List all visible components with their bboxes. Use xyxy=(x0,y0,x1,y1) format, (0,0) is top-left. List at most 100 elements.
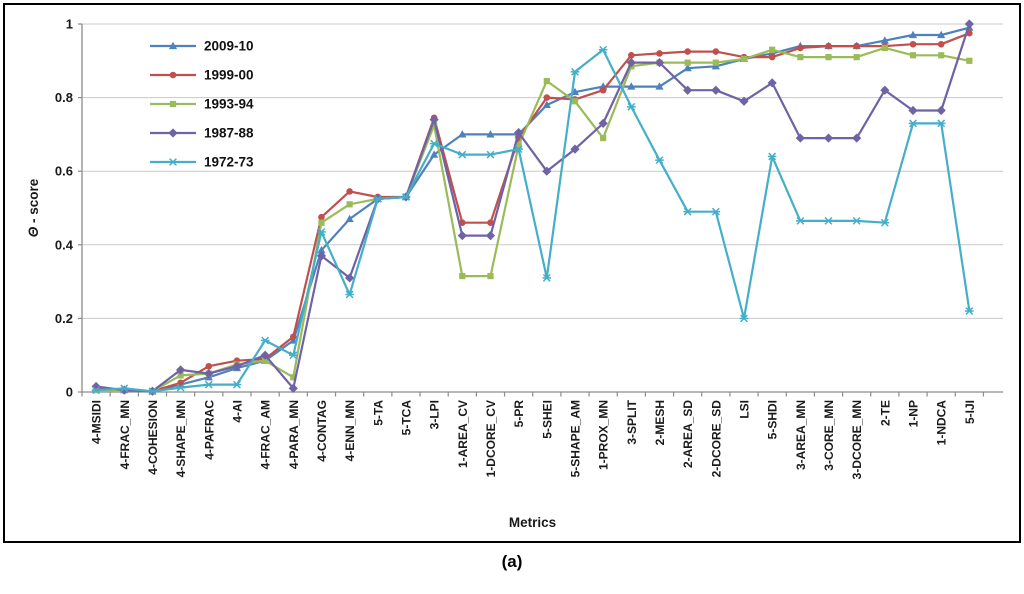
x-tick-label: 5-SHDI xyxy=(766,400,780,439)
x-tick-label: 1-NP xyxy=(907,400,921,427)
point-1993-94-3-LPI xyxy=(431,122,438,129)
series-line-1972-73 xyxy=(96,48,971,393)
point-1999-00-5-SHEI xyxy=(543,94,551,101)
legend-marker-1999-00 xyxy=(169,71,177,79)
x-tick-label: 3-CORE_MN xyxy=(822,400,836,471)
x-tick-label: 5-SHEI xyxy=(540,400,554,439)
point-1993-94-1-NDCA xyxy=(938,52,945,59)
point-1999-00-3-CORE_MN xyxy=(825,42,832,50)
point-1999-00-2-DCORE_SD xyxy=(712,48,720,55)
point-1987-88-5-PR xyxy=(514,127,524,138)
point-1987-88-5-SHEI xyxy=(542,166,552,176)
point-1993-94-4-CONTAG xyxy=(318,219,325,226)
legend-label-2009-10: 2009-10 xyxy=(204,39,254,54)
x-tick-label: 4-SHAPE_MN xyxy=(174,400,188,477)
figure-caption: (a) xyxy=(501,552,523,571)
y-tick-label: 0.6 xyxy=(55,164,73,179)
point-1987-88-4-PARA_MN xyxy=(288,383,298,393)
x-tick-label: 4-CONTAG xyxy=(315,400,329,462)
point-2009-10-1-NDCA xyxy=(937,30,946,39)
point-1987-88-1-NDCA xyxy=(936,105,946,116)
x-tick-label: 4-COHESION xyxy=(146,400,160,475)
x-tick-label: 5-TA xyxy=(371,400,385,426)
point-1987-88-3-DCORE_MN xyxy=(852,133,862,143)
point-1987-88-2-MESH xyxy=(654,58,665,68)
point-1993-94-4-PARA_MN xyxy=(290,374,297,381)
y-tick-label: 0.4 xyxy=(55,237,74,252)
point-2009-10-2-AREA_SD xyxy=(683,63,692,72)
point-1987-88-5-SHDI xyxy=(767,78,777,88)
y-tick-label: 0.8 xyxy=(55,90,73,105)
point-2009-10-3-LPI xyxy=(430,150,439,158)
x-tick-label: 2-AREA_SD xyxy=(681,400,695,468)
point-1999-00-4-PARA_MN xyxy=(289,333,297,341)
point-1993-94-1-DCORE_CV xyxy=(487,272,494,280)
point-1993-94-3-DCORE_MN xyxy=(853,54,860,61)
point-1999-00-1-DCORE_CV xyxy=(487,219,494,227)
point-2009-10-1-AREA_CV xyxy=(458,130,467,138)
point-1993-94-2-DCORE_SD xyxy=(712,59,719,66)
point-1987-88-5-IJI xyxy=(964,19,974,29)
x-tick-label: LSI xyxy=(737,400,751,419)
x-tick-label: 3-AREA_MN xyxy=(794,400,808,470)
point-1999-00-1-NDCA xyxy=(937,40,945,48)
x-tick-label: 4-PAFRAC xyxy=(202,400,216,460)
x-tick-label: 3-DCORE_MN xyxy=(850,400,864,479)
point-1993-94-1-PROX_MN xyxy=(600,134,607,142)
point-1987-88-2-DCORE_SD xyxy=(711,85,721,95)
point-1999-00-4-CONTAG xyxy=(318,213,325,221)
point-1987-88-4-PAFRAC xyxy=(204,369,214,379)
point-1987-88-3-AREA_MN xyxy=(795,133,805,143)
point-2009-10-3-SPLIT xyxy=(627,82,636,90)
y-tick-label: 1 xyxy=(66,17,73,32)
point-1999-00-2-MESH xyxy=(656,50,663,57)
point-1993-94-LSI xyxy=(740,55,748,63)
series-line-1987-88 xyxy=(95,23,971,393)
point-1993-94-5-SHAPE_AM xyxy=(571,98,579,105)
legend-label-1987-88: 1987-88 xyxy=(204,126,254,141)
point-1993-94-4-SHAPE_MN xyxy=(177,372,184,379)
x-tick-label: 1-NDCA xyxy=(935,400,949,446)
x-tick-label: 4-MSIDI xyxy=(90,400,104,444)
x-tick-label: 2-MESH xyxy=(653,400,667,445)
point-1987-88-4-SHAPE_MN xyxy=(175,365,186,375)
legend-label-1993-94: 1993-94 xyxy=(204,97,254,112)
point-1999-00-5-SHDI xyxy=(768,53,776,61)
point-1999-00-2-AREA_SD xyxy=(684,48,691,55)
point-1987-88-4-ENN_MN xyxy=(345,273,355,283)
point-1987-88-LSI xyxy=(739,96,749,106)
point-2009-10-1-NP xyxy=(908,30,918,39)
point-2009-10-4-CONTAG xyxy=(317,246,326,254)
legend-label-1999-00: 1999-00 xyxy=(204,68,254,83)
point-1993-94-1-AREA_CV xyxy=(459,272,466,280)
point-1987-88-3-LPI xyxy=(429,115,439,125)
y-axis-title: Θ - score xyxy=(26,178,41,237)
x-tick-label: 1-DCORE_CV xyxy=(484,400,498,477)
point-2009-10-5-SHEI xyxy=(542,100,551,109)
x-tick-label: 1-AREA_CV xyxy=(456,400,470,468)
y-tick-label: 0.2 xyxy=(55,311,73,326)
point-1987-88-1-NP xyxy=(908,105,918,116)
x-tick-label: 5-IJI xyxy=(963,400,977,424)
point-1993-94-3-CORE_MN xyxy=(825,54,832,61)
point-1993-94-2-TE xyxy=(881,44,888,52)
series-line-1999-00 xyxy=(96,32,970,393)
point-2009-10-2-TE xyxy=(880,36,889,44)
point-1987-88-1-DCORE_CV xyxy=(485,231,496,241)
x-tick-label: 3-LPI xyxy=(428,400,442,429)
y-tick-label: 0 xyxy=(66,385,73,400)
x-tick-label: 4-ENN_MN xyxy=(343,400,357,461)
x-tick-label: 5-TCA xyxy=(399,400,413,436)
point-2009-10-1-DCORE_CV xyxy=(486,130,495,138)
x-tick-label: 1-PROX_MN xyxy=(597,400,611,470)
point-1987-88-5-SHAPE_AM xyxy=(570,144,580,154)
point-1987-88-1-PROX_MN xyxy=(598,118,608,128)
point-1987-88-4-FRAC_AM xyxy=(260,350,270,360)
point-1987-88-4-AI xyxy=(232,361,242,371)
point-1987-88-3-SPLIT xyxy=(626,58,636,68)
legend-label-1972-73: 1972-73 xyxy=(204,155,254,170)
chart-frame: 0 0.2 0.4 0.6 0.8 1 4-MSIDI 4-FRAC_MN 4-COHESION… xyxy=(3,3,1021,543)
point-1993-94-5-SHDI xyxy=(769,46,776,53)
x-tick-label: 4-FRAC_MN xyxy=(118,400,132,469)
point-2009-10-4-ENN_MN xyxy=(345,214,354,223)
